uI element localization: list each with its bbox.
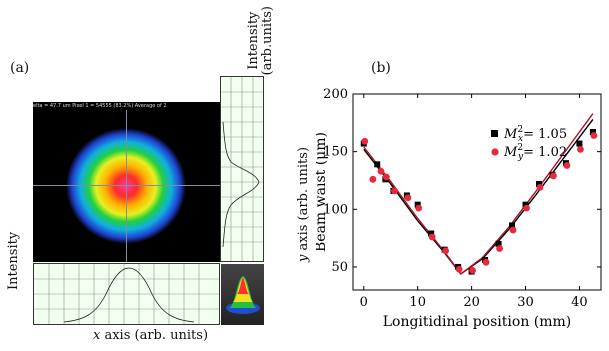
y-axis-label: y axis (arb. units) bbox=[296, 147, 311, 262]
data-point-my bbox=[428, 233, 436, 241]
x-tick-label: 10 bbox=[409, 295, 426, 310]
data-point-my bbox=[404, 194, 412, 202]
beam-3d-peak bbox=[226, 276, 260, 314]
data-point-my bbox=[550, 172, 557, 180]
data-point-mx bbox=[509, 222, 516, 229]
data-point-mx bbox=[576, 140, 583, 147]
y-axis-var: y bbox=[296, 254, 311, 262]
vertical-profile-panel bbox=[220, 76, 264, 262]
x-tick-label: 0 bbox=[360, 295, 368, 310]
x-tick-label: 30 bbox=[517, 295, 534, 310]
legend-marker-mx bbox=[491, 130, 498, 137]
plot-frame bbox=[352, 93, 602, 291]
data-point-my bbox=[369, 175, 377, 183]
data-point-my bbox=[577, 145, 584, 153]
beam-waist-chart: 0 10 20 30 40 50 100 150 200 Longitidinal positio… bbox=[316, 87, 602, 330]
vertical-profile-title: Intensity (arb.units) bbox=[246, 6, 275, 76]
data-point-mx bbox=[374, 161, 381, 168]
horizontal-profile-panel bbox=[33, 263, 220, 325]
x-axis-label-text: axis (arb. units) bbox=[100, 328, 209, 343]
data-point-my bbox=[563, 162, 571, 169]
y-tick-label: 100 bbox=[323, 202, 348, 217]
x-tick-label: 20 bbox=[463, 295, 480, 310]
data-point-my bbox=[523, 204, 530, 212]
x-axis-title: Longitidinal position (mm) bbox=[383, 314, 572, 330]
legend-marker-my bbox=[491, 148, 499, 156]
beam-profile-image: elta = 47.7 um Pixel 1 = 54555 (83.2%) A… bbox=[33, 102, 220, 262]
horizontal-profile-plot bbox=[34, 264, 219, 324]
data-point-mx bbox=[495, 240, 502, 247]
data-point-mx bbox=[522, 201, 529, 208]
data-point-my bbox=[442, 247, 450, 255]
data-point-mx bbox=[589, 129, 596, 136]
data-point-my bbox=[415, 204, 423, 212]
legend-label-mx: M2 x= 1.05 bbox=[503, 125, 567, 144]
y-tick-label: 150 bbox=[323, 145, 348, 160]
x-axis-label: x axis (arb. units) bbox=[93, 328, 208, 343]
y-tick-label: 200 bbox=[323, 87, 348, 102]
vertical-profile-title-line2: (arb.units) bbox=[260, 6, 275, 76]
fit-curve-1 bbox=[363, 118, 594, 275]
legend-label-my: M2 y= 1.02 bbox=[503, 143, 567, 162]
data-point-my bbox=[455, 265, 463, 273]
data-point-my bbox=[590, 132, 598, 139]
horizontal-profile-ylabel: Intensity bbox=[6, 231, 21, 290]
panel-a-label: (a) bbox=[10, 60, 30, 76]
data-point-my bbox=[509, 226, 517, 234]
crosshair-vertical bbox=[126, 110, 127, 262]
beam-3d-thumbnail bbox=[221, 264, 264, 325]
vertical-profile-plot bbox=[221, 77, 263, 261]
x-tick-label: 40 bbox=[571, 295, 588, 310]
panel-b-label: (b) bbox=[371, 60, 391, 76]
data-point-my bbox=[361, 137, 369, 145]
data-point-mx bbox=[428, 230, 435, 237]
data-point-my bbox=[496, 245, 503, 252]
data-point-mx bbox=[414, 201, 421, 208]
y-axis-title: Beam waist (μm) bbox=[316, 132, 329, 252]
y-axis-label-text: axis (arb. units) bbox=[296, 146, 311, 255]
x-axis-var: x bbox=[93, 328, 101, 343]
data-point-my bbox=[469, 267, 477, 274]
data-point-my bbox=[536, 183, 544, 191]
beam-header-text: elta = 47.7 um Pixel 1 = 54555 (83.2%) A… bbox=[33, 103, 167, 109]
data-point-my bbox=[377, 167, 385, 175]
y-tick-label: 50 bbox=[331, 260, 348, 275]
data-point-mx bbox=[536, 180, 542, 187]
vertical-profile-title-line1: Intensity bbox=[246, 11, 261, 70]
data-point-my bbox=[482, 258, 490, 266]
data-point-my bbox=[382, 173, 390, 181]
data-point-my bbox=[391, 187, 398, 195]
